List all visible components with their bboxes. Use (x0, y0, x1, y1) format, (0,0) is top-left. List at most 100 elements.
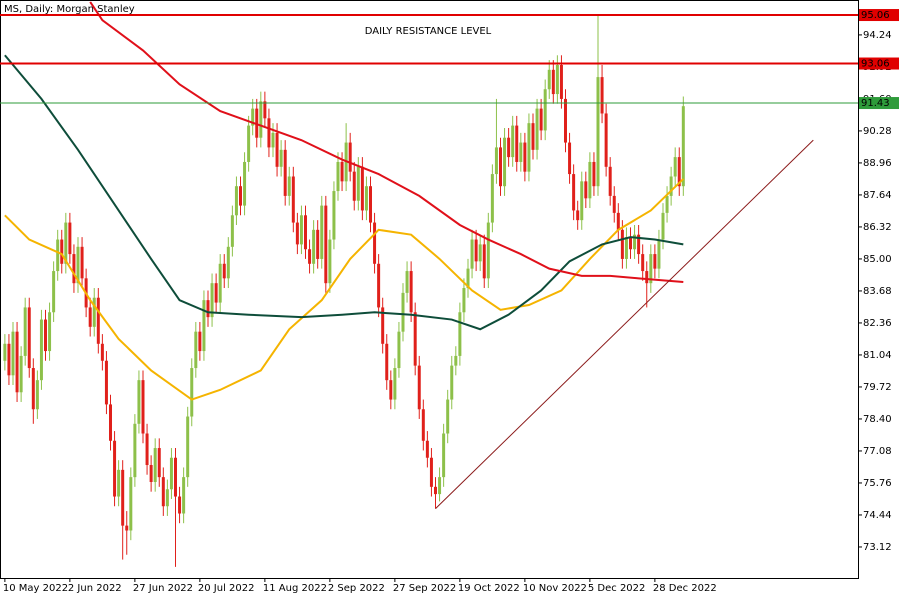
moving-average (4, 54, 684, 331)
candle-body (661, 212, 665, 240)
candle-body (677, 157, 681, 187)
moving-average (89, 1, 684, 283)
candle-body (588, 161, 592, 199)
candle-body (633, 234, 637, 250)
candle-body (531, 123, 535, 150)
candle-body (373, 222, 377, 264)
candle-body (673, 157, 677, 177)
y-tick-label: 81.04 (863, 350, 892, 361)
candle-body (596, 77, 600, 187)
candle-body (600, 77, 604, 114)
candle-body (486, 222, 490, 279)
candle-body (64, 222, 68, 264)
candle-body (271, 132, 275, 148)
x-tick-label: 27 Jun 2022 (133, 583, 193, 594)
candle-body (125, 525, 129, 531)
candle-body (462, 288, 466, 313)
candle-body (442, 433, 446, 478)
candle-body (348, 142, 352, 172)
candle-body (507, 137, 511, 158)
candle-body (592, 161, 596, 187)
candle-body (649, 254, 653, 284)
candle-body (206, 300, 210, 318)
candle-body (503, 137, 507, 187)
candle-body (210, 283, 214, 318)
candle-body (198, 331, 202, 352)
x-tick-label: 27 Sep 2022 (393, 583, 456, 594)
candle-body (190, 368, 194, 417)
x-tick-label: 20 Jul 2022 (198, 583, 255, 594)
candle-body (417, 365, 421, 410)
candle-body (230, 215, 234, 247)
candle-body (88, 307, 92, 327)
chart-title: DAILY RESISTANCE LEVEL (365, 26, 492, 37)
candle-body (251, 108, 255, 126)
x-tick-label: 10 Nov 2022 (523, 583, 587, 594)
candle-body (511, 125, 515, 158)
candle-body (153, 448, 157, 482)
candle-body (580, 181, 584, 221)
y-tick-label: 73.12 (863, 542, 892, 553)
level-label: 91.43 (861, 98, 890, 109)
candle-body (324, 205, 328, 284)
candle-body (681, 106, 685, 187)
candle-body (523, 142, 527, 172)
candle-body (551, 69, 555, 95)
candle-body (478, 244, 482, 262)
candle-body (369, 186, 372, 223)
plot-frame (0, 0, 859, 579)
candle-body (482, 244, 486, 279)
candle-body (129, 477, 133, 531)
level-label-box (859, 97, 899, 110)
candle-body (295, 222, 299, 245)
level-label: 95.06 (861, 10, 890, 21)
candle-body (169, 457, 173, 490)
candle-body (446, 399, 450, 434)
x-tick-label: 2 Jun 2022 (68, 583, 122, 594)
candle-body (48, 312, 52, 352)
candle-body (547, 69, 551, 90)
candle-body (239, 186, 242, 206)
candle-body (299, 215, 303, 245)
candle-body (364, 186, 368, 211)
candle-body (121, 469, 125, 526)
candle-body (555, 64, 559, 95)
candle-body (494, 147, 498, 175)
candle-body (620, 229, 624, 259)
candle-body (72, 254, 76, 284)
candle-body (141, 380, 145, 434)
candle-body (218, 263, 222, 303)
candle-body (117, 469, 121, 497)
candle-body (27, 307, 31, 369)
candle-body (645, 271, 649, 284)
y-tick-label: 86.32 (863, 222, 892, 233)
candle-body (572, 174, 576, 211)
x-tick-label: 19 Oct 2022 (458, 583, 520, 594)
candle-body (243, 161, 247, 206)
level-label: 93.06 (861, 59, 890, 70)
candle-body (332, 191, 336, 240)
candle-body (178, 496, 182, 514)
candle-body (133, 423, 137, 478)
candle-body (454, 355, 458, 366)
level-label-box (859, 57, 899, 70)
x-tick-label: 2 Sep 2022 (328, 583, 385, 594)
candle-body (263, 101, 267, 119)
candle-body (519, 142, 523, 162)
candle-body (559, 64, 563, 99)
candle-body (96, 297, 100, 344)
candle-body (340, 161, 344, 182)
candle-body (234, 186, 238, 216)
candle-body (624, 237, 628, 259)
candle-body (470, 239, 474, 269)
x-tick-label: 11 Aug 2022 (263, 583, 327, 594)
candle-body (247, 125, 251, 162)
candle-body (576, 210, 580, 221)
candle-body (612, 195, 616, 213)
candle-body (336, 161, 340, 192)
y-tick-label: 77.08 (863, 446, 892, 457)
y-tick-label: 74.44 (863, 510, 892, 521)
candle-body (389, 380, 393, 400)
candle-body (657, 239, 661, 269)
candle-body (316, 229, 320, 259)
